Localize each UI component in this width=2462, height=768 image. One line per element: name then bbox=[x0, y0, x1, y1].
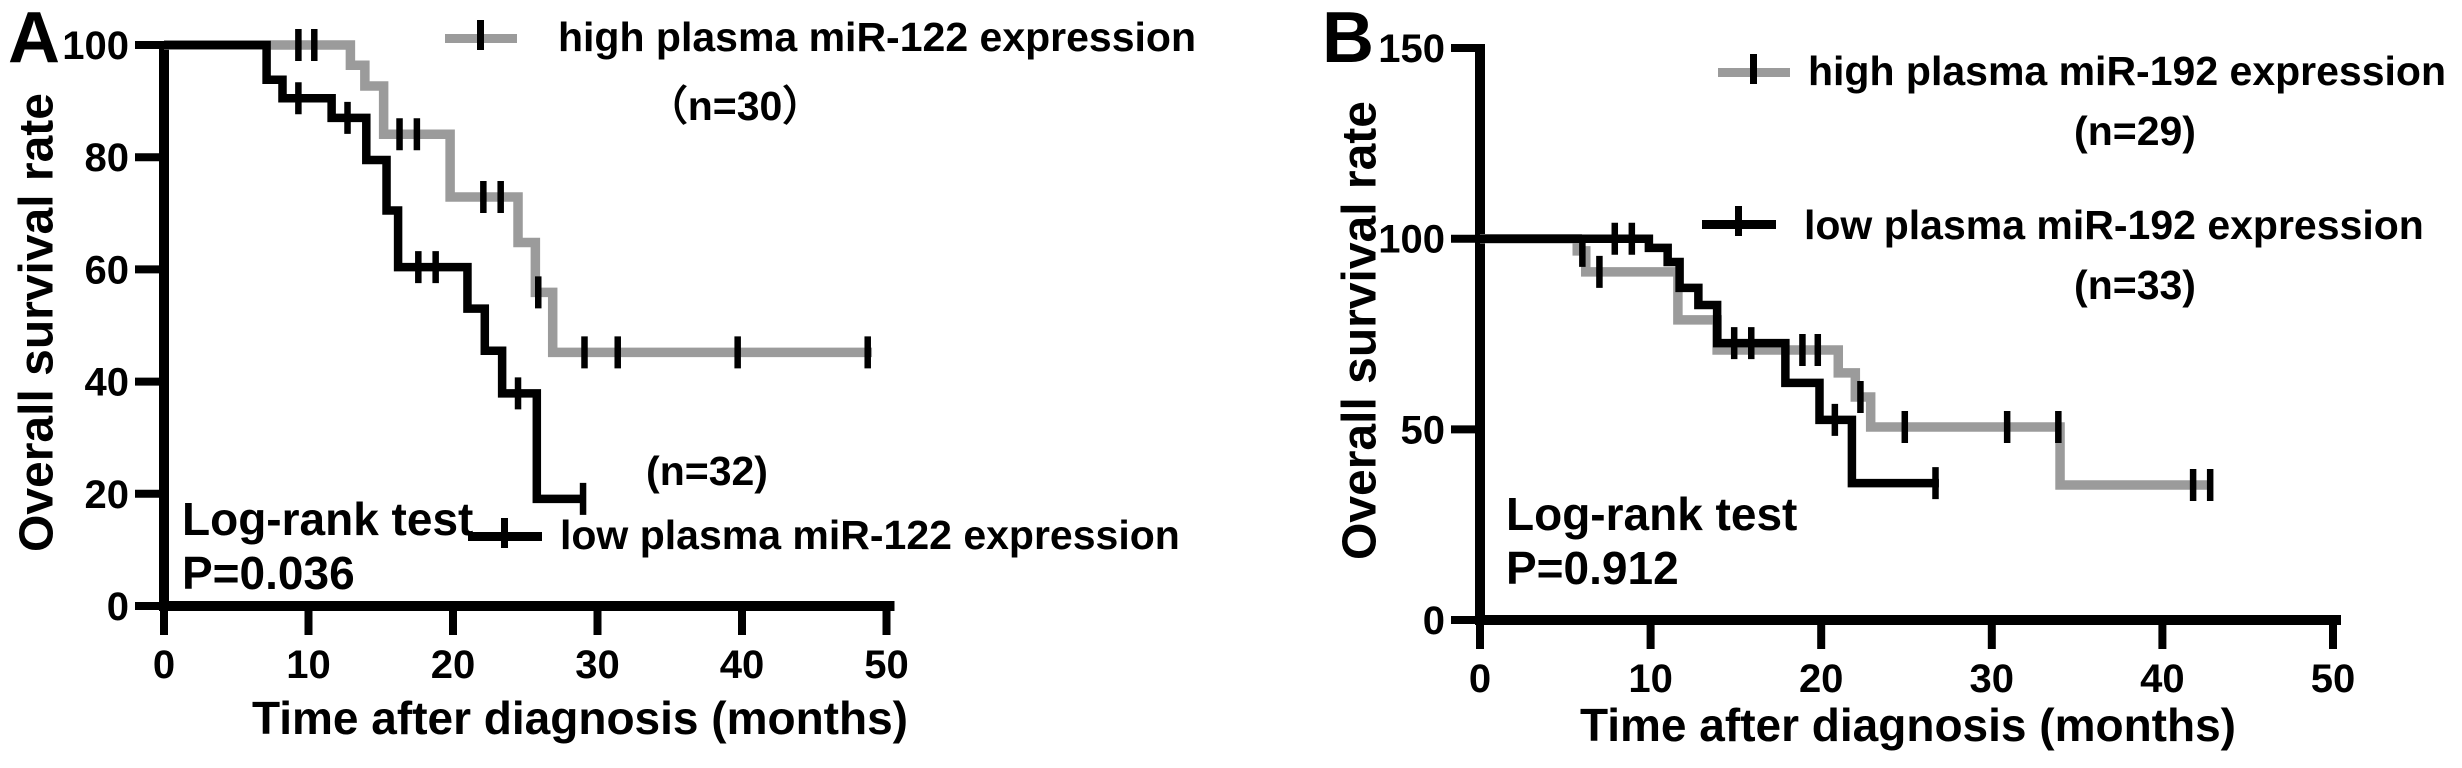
panel-b-legend-low-label: low plasma miR-192 expression bbox=[1804, 202, 2424, 248]
x-tick-label-B: 30 bbox=[1970, 657, 2015, 701]
x-tick-label-A: 20 bbox=[431, 643, 476, 687]
panel-a-p-value: P=0.036 bbox=[182, 547, 355, 600]
y-tick-label-A: 20 bbox=[85, 473, 130, 517]
y-tick-label-A: 80 bbox=[85, 136, 130, 180]
panel-b-legend-high-label: high plasma miR-192 expression bbox=[1808, 48, 2447, 94]
y-tick-label-B: 100 bbox=[1378, 218, 1445, 262]
panel-a-x-axis-title: Time after diagnosis (months) bbox=[251, 692, 909, 744]
panel-b-legend-high-n: (n=29) bbox=[2074, 108, 2196, 154]
y-tick-label-A: 0 bbox=[107, 585, 129, 629]
panel-b-stats: Log-rank test P=0.912 bbox=[1506, 487, 1797, 596]
y-tick-label-A: 60 bbox=[85, 248, 130, 292]
x-tick-label-A: 50 bbox=[864, 643, 909, 687]
panel-a-y-axis-title: Overall survival rate bbox=[10, 93, 64, 552]
km-curve-A-high bbox=[164, 40, 873, 358]
km-curve-A-low bbox=[164, 40, 585, 504]
panel-b-p-value: P=0.912 bbox=[1506, 542, 1679, 595]
y-tick-label-A: 100 bbox=[62, 24, 129, 68]
panel-b-legend-low-n: (n=33) bbox=[2074, 262, 2196, 308]
x-tick-label-B: 50 bbox=[2311, 657, 2356, 701]
km-curve-B-low bbox=[1480, 234, 1939, 488]
panel-a-legend-low-n: (n=32) bbox=[646, 448, 768, 494]
panel-b-test-label: Log-rank test bbox=[1506, 488, 1798, 540]
censor-tick-icon bbox=[1750, 54, 1757, 84]
panel-a-test-label: Log-rank test bbox=[182, 493, 474, 545]
x-tick-label-B: 20 bbox=[1799, 657, 1844, 701]
x-tick-label-B: 40 bbox=[2140, 657, 2185, 701]
x-tick-label-B: 0 bbox=[1469, 657, 1491, 701]
x-tick-label-B: 10 bbox=[1628, 657, 1673, 701]
panel-b-letter: B bbox=[1322, 0, 1374, 78]
panel-b-x-axis-title: Time after diagnosis (months) bbox=[1579, 699, 2237, 751]
panel-a-letter: A bbox=[8, 0, 60, 78]
x-tick-label-A: 40 bbox=[720, 643, 765, 687]
censor-tick-icon bbox=[1735, 206, 1742, 236]
panel-a-legend-high-label: high plasma miR-122 expression bbox=[558, 14, 1197, 60]
censor-tick-icon bbox=[501, 518, 508, 548]
panel-a-legend-high-n: （n=30） bbox=[646, 83, 824, 129]
x-tick-label-A: 10 bbox=[286, 643, 331, 687]
panel-a-legend-low-label: low plasma miR-122 expression bbox=[560, 512, 1180, 558]
x-tick-label-A: 30 bbox=[575, 643, 620, 687]
y-tick-label-B: 150 bbox=[1378, 27, 1445, 71]
y-tick-label-B: 0 bbox=[1423, 599, 1445, 643]
y-tick-label-A: 40 bbox=[85, 361, 130, 405]
x-tick-label-A: 0 bbox=[153, 643, 175, 687]
censor-tick-icon bbox=[477, 20, 484, 50]
y-tick-label-B: 50 bbox=[1401, 408, 1446, 452]
panel-a-stats: Log-rank test P=0.036 bbox=[182, 492, 473, 601]
panel-b-y-axis-title: Overall survival rate bbox=[1333, 101, 1387, 560]
